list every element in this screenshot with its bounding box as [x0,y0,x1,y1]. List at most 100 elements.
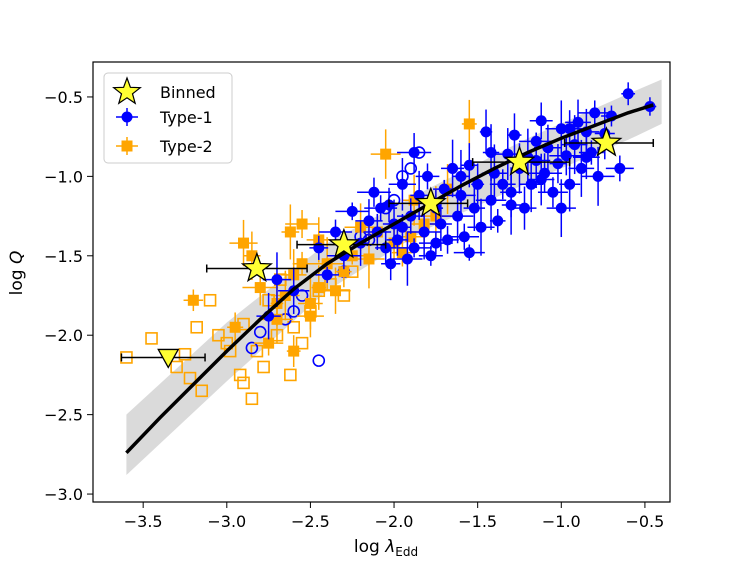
type1-point-marker [518,202,530,214]
type1-point-marker [492,215,504,227]
type1-point-marker [564,123,576,135]
type1-point-marker [455,170,467,182]
binned-star-marker [590,126,623,157]
type2-point-marker [284,226,296,238]
type1-point-marker [508,129,520,141]
binned-star-marker [327,227,360,259]
legend-frame [103,72,233,164]
y-axis-title: log Q [7,251,27,296]
binned-star-marker [240,251,274,283]
type1-point-marker [480,126,492,138]
axes: −3.5 −3.0 −2.5 −2.0 −1.5 −1.0 −0.5 −3.0 −2.5 −2.0… [44,61,671,531]
x-tick-label: −0.5 [625,512,664,531]
upper-limit-marker [157,348,180,369]
type2-open-marker [203,293,217,307]
type1-point-marker [564,178,576,190]
y-tick-label: −1.5 [44,247,83,266]
legend-label-binned: Binned [160,83,216,102]
type1-open-marker [404,162,418,175]
type2-open-marker [195,384,209,398]
type1-point-marker [430,237,442,249]
y-tick-label: −3.0 [44,485,83,504]
type1-point-marker [408,242,420,254]
binned-star-marker [503,145,536,176]
type1-point-marker [330,226,342,238]
type1-point-marker [505,199,517,211]
type1-point-marker [575,162,587,174]
type1-point-marker [589,107,601,119]
type1-point-marker [396,178,408,190]
type2-open-marker [233,368,247,382]
type2-point-marker [405,231,417,243]
type2-open-marker [170,360,183,374]
type1-point-marker [375,202,387,214]
x-tick-label: −2.5 [291,512,330,531]
type1-point-marker [321,269,333,281]
type2-open-marker [178,347,192,361]
type1-point-marker [497,178,509,190]
type1-point-marker [346,205,358,217]
type1-point-marker [421,170,433,182]
type1-point-marker [435,218,447,230]
type2-open-marker [284,368,297,382]
type2-point-marker [408,194,420,206]
type1-point-marker [452,210,464,222]
type1-point-marker [622,88,634,100]
type1-point-marker [555,202,567,214]
type1-open-marker [253,325,267,339]
type2-point-marker [330,285,342,297]
legend-star-icon [112,76,142,105]
type1-point-marker [552,158,564,170]
type2-point-marker [338,266,350,278]
x-tick-label: −1.5 [458,512,497,531]
legend-type2-marker [121,140,133,152]
x-axis-title: log λEdd [354,537,418,559]
x-tick-label: −2.0 [375,512,414,531]
type2-point-marker [254,282,266,294]
type2-point-marker [296,258,308,270]
type1-open-marker [245,341,259,355]
type1-point-marker [271,274,283,286]
y-tick-label: −2.0 [44,326,83,345]
type1-point-marker [475,221,487,233]
plot-frame [92,61,671,503]
type2-point-marker [246,250,258,262]
type1-point-marker [463,247,475,259]
type1-point-marker [485,147,497,159]
type2-point-marker [380,148,392,160]
legend: Binned Type-1 Type-2 [103,72,233,164]
type2-point-marker [304,310,316,322]
type2-point-marker [288,345,300,357]
type2-point-marker [313,282,325,294]
type1-point-marker [438,183,450,195]
type1-point-marker [569,139,581,151]
type1-point-marker [458,231,470,243]
type2-open-marker [145,332,158,345]
type1-point-marker [485,194,497,206]
y-tick-label: −0.5 [44,88,83,107]
type1-point-marker [447,162,459,174]
type1-point-marker [396,221,408,233]
x-tick-label: −3.0 [207,512,246,531]
type1-point-marker [592,170,604,182]
type2-point-marker [363,253,375,265]
type2-point-marker [296,218,308,230]
type1-point-marker [401,253,413,265]
type2-point-marker [229,321,241,333]
type2-open-marker [237,376,250,390]
y-tick-label: −2.5 [44,406,83,425]
x-tick-label: −1.0 [542,512,581,531]
type1-point-marker [530,154,542,166]
type1-point-marker [368,186,380,198]
type1-point-marker [408,147,420,159]
type2-open-marker [183,371,197,385]
plot-area [120,79,662,475]
type2-open-marker [220,336,234,350]
type2-point-marker [238,237,250,249]
type2-open-marker [245,392,259,406]
type2-point-marker [463,118,475,130]
type1-point-marker [547,186,559,198]
type1-point-marker [425,250,437,262]
type1-point-marker [363,215,375,227]
